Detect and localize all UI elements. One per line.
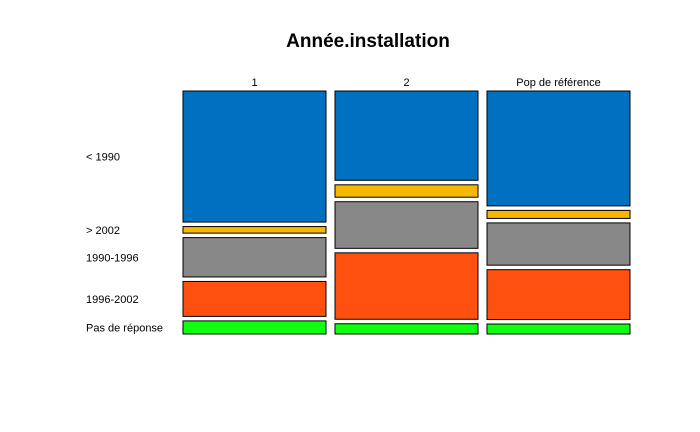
row-label: > 2002 — [86, 225, 120, 237]
row-label: < 1990 — [86, 152, 120, 164]
chart-title: Année.installation — [286, 31, 450, 52]
mosaic-tile — [334, 252, 479, 320]
mosaic-tile — [486, 222, 631, 266]
mosaic-tile — [486, 90, 631, 207]
mosaic-tile — [182, 226, 327, 234]
row-label: 1990-1996 — [86, 252, 139, 264]
mosaic-tile — [486, 209, 631, 219]
mosaic-tile — [334, 184, 479, 198]
mosaic-tile — [182, 90, 327, 223]
mosaic-tile — [334, 201, 479, 249]
mosaic-tile — [486, 269, 631, 321]
mosaic-tile — [182, 237, 327, 278]
column-label: 2 — [403, 77, 409, 89]
column-labels: 1 2 Pop de référence — [251, 77, 600, 89]
mosaic-tile — [334, 90, 479, 181]
row-label: 1996-2002 — [86, 294, 139, 306]
mosaic-tile — [334, 323, 479, 335]
mosaic-tile — [182, 320, 327, 335]
mosaic-tiles — [182, 90, 631, 335]
row-label: Pas de réponse — [86, 322, 163, 334]
column-label: 1 — [251, 77, 257, 89]
row-labels: < 1990 > 2002 1990-1996 1996-2002 Pas de rép… — [86, 152, 163, 335]
mosaic-tile — [486, 323, 631, 335]
mosaic-tile — [182, 280, 327, 317]
column-label: Pop de référence — [516, 77, 600, 89]
